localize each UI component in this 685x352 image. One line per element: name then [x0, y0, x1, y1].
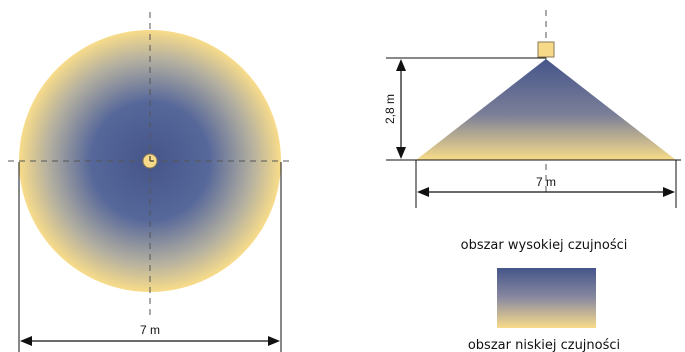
- legend-low-label: obszar niskiej czujności: [468, 338, 620, 352]
- legend-gradient-swatch: [497, 268, 596, 328]
- side-width-dimension-arrow: [417, 187, 675, 197]
- legend-high-label: obszar wysokiej czujności: [461, 238, 628, 253]
- height-dimension-arrow: [396, 59, 406, 159]
- coverage-cone: [416, 59, 676, 160]
- sensor-icon: [142, 153, 158, 169]
- side-width-label: 7 m: [536, 175, 556, 189]
- top-width-label: 7 m: [140, 323, 160, 337]
- width-dimension-arrow: [20, 336, 280, 346]
- top-view: 7 m: [8, 12, 292, 352]
- side-view: 2,8 m 7 m: [383, 10, 681, 208]
- legend: obszar wysokiej czujności obszar niskiej…: [461, 238, 628, 352]
- sensor-housing-icon: [537, 41, 555, 58]
- height-label: 2,8 m: [383, 94, 397, 124]
